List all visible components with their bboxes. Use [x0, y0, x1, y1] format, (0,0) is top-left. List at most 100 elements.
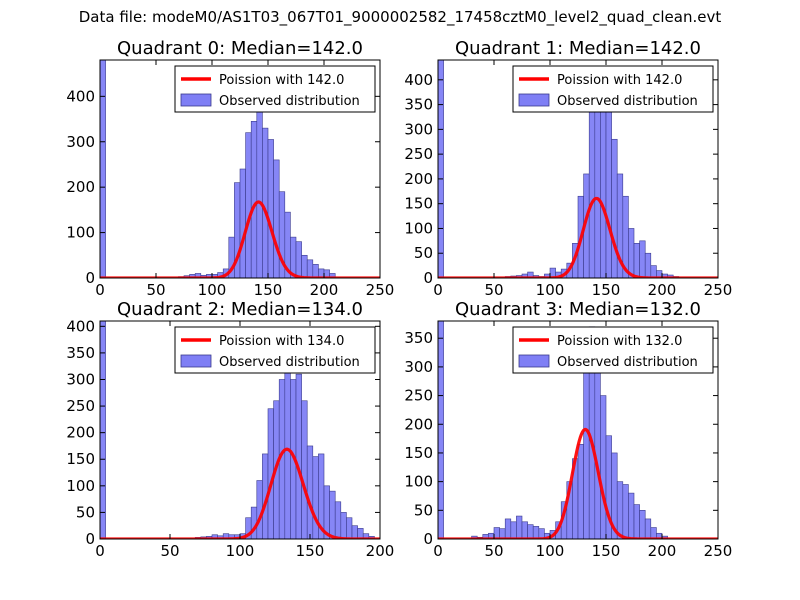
histogram-bar: [633, 243, 640, 278]
histogram-bar: [267, 139, 274, 278]
histogram-bar: [650, 265, 657, 278]
y-tick-label: 200: [66, 178, 95, 196]
histogram-bar: [628, 228, 635, 278]
legend-bar-swatch: [180, 354, 212, 368]
x-tick-label: 0: [95, 281, 105, 299]
histogram-bar: [346, 517, 353, 539]
histogram-bar: [527, 524, 534, 539]
y-tick-label: 400: [66, 87, 95, 105]
y-tick-label: 50: [414, 501, 433, 519]
axes-frame: [437, 320, 719, 540]
plot-area: [100, 60, 380, 278]
y-tick-label: 100: [404, 219, 433, 237]
y-tick-label: 150: [66, 450, 95, 468]
histogram-bar: [628, 492, 635, 539]
y-tick-label: 200: [404, 415, 433, 433]
histogram-bar: [295, 241, 302, 278]
y-tick-label: 100: [66, 477, 95, 495]
y-tick-label: 250: [66, 397, 95, 415]
panel-quadrant-3: 0 50 100 150 200 250 0 50 100 150 200 250 300 350 Quad…: [404, 299, 732, 560]
y-tick-label: 300: [404, 120, 433, 138]
histogram-bar: [239, 168, 246, 278]
x-tick-label: 100: [198, 281, 227, 299]
axes-frame: [437, 59, 719, 279]
plot-area: [438, 60, 718, 278]
histogram-bar: [644, 518, 652, 539]
y-tick-label: 200: [66, 424, 95, 442]
x-tick-label: 200: [648, 281, 677, 299]
legend-label-observed: Observed distribution: [219, 355, 360, 370]
panel-quadrant-1: 0 50 100 150 200 250 0 50 100 150 200 250 300 350 400 Q…: [404, 38, 732, 299]
y-tick-label: 50: [76, 503, 95, 521]
histogram-bar: [583, 366, 590, 539]
y-tick-label: 0: [423, 530, 433, 548]
histogram-bar: [510, 521, 517, 539]
histogram-bar: [611, 138, 618, 278]
y-tick-label: 50: [414, 244, 433, 262]
histogram-bar: [301, 254, 308, 278]
histogram-bar: [633, 504, 640, 539]
legend-bar-swatch: [180, 93, 212, 107]
histogram-bar: [312, 456, 319, 539]
x-tick-label: 100: [536, 281, 565, 299]
histogram-bar: [600, 89, 607, 278]
panel-title: Quadrant 3: Median=132.0: [455, 299, 701, 320]
histogram-bar: [588, 111, 596, 278]
x-tick-label: 150: [592, 542, 621, 560]
x-tick-label: 0: [95, 542, 105, 560]
histogram-bar: [245, 132, 252, 278]
x-tick-label: 200: [310, 281, 339, 299]
x-tick-label: 250: [704, 281, 733, 299]
legend-label-poisson: Poission with 142.0: [219, 73, 344, 88]
x-tick-label: 150: [296, 542, 325, 560]
histogram-bar: [639, 240, 646, 278]
legend-label-poisson: Poission with 142.0: [557, 73, 682, 88]
x-tick-label: 250: [366, 281, 395, 299]
y-tick-label: 400: [66, 317, 95, 335]
x-tick-label: 50: [484, 542, 503, 560]
x-tick-label: 100: [226, 542, 255, 560]
y-tick-label: 150: [404, 444, 433, 462]
histogram-bar: [600, 395, 607, 539]
histogram-bar: [577, 444, 584, 539]
legend-label-poisson: Poission with 134.0: [219, 334, 344, 349]
y-tick-label: 200: [404, 170, 433, 188]
axes-frame: [99, 59, 381, 279]
poisson-fit-line: [100, 200, 380, 278]
y-tick-label: 150: [404, 195, 433, 213]
histogram-bar: [306, 259, 314, 278]
histogram-bar: [329, 490, 336, 539]
y-tick-label: 250: [404, 387, 433, 405]
panel-title: Quadrant 0: Median=142.0: [117, 38, 363, 59]
x-tick-label: 150: [254, 281, 283, 299]
legend-label-observed: Observed distribution: [219, 94, 360, 109]
histogram-bar: [301, 400, 308, 539]
x-tick-label: 150: [592, 281, 621, 299]
histogram-bar: [438, 321, 444, 539]
histogram-bar: [329, 273, 336, 278]
histogram-bar: [306, 445, 314, 539]
legend-label-observed: Observed distribution: [557, 355, 698, 370]
y-tick-label: 300: [66, 370, 95, 388]
panel-title: Quadrant 1: Median=142.0: [455, 38, 701, 59]
y-tick-label: 100: [66, 224, 95, 242]
x-tick-label: 50: [484, 281, 503, 299]
y-tick-label: 400: [404, 71, 433, 89]
y-tick-label: 350: [404, 96, 433, 114]
y-tick-label: 0: [85, 530, 95, 548]
y-tick-label: 300: [404, 358, 433, 376]
histogram-bar: [250, 121, 258, 278]
histogram-bar: [256, 107, 263, 278]
y-tick-label: 350: [404, 329, 433, 347]
histogram-bar: [100, 321, 106, 539]
y-tick-label: 300: [66, 133, 95, 151]
x-tick-label: 50: [146, 281, 165, 299]
panel-quadrant-2: 0 50 100 150 200 0 50 100 150 200 250 300 350 400 Quad…: [66, 299, 394, 560]
plot-area: [438, 321, 718, 539]
histogram-bar: [334, 501, 342, 539]
histogram-bar: [504, 518, 512, 539]
legend-bar-swatch: [518, 354, 550, 368]
histogram-bar: [644, 252, 652, 278]
histogram-bar: [639, 510, 646, 539]
